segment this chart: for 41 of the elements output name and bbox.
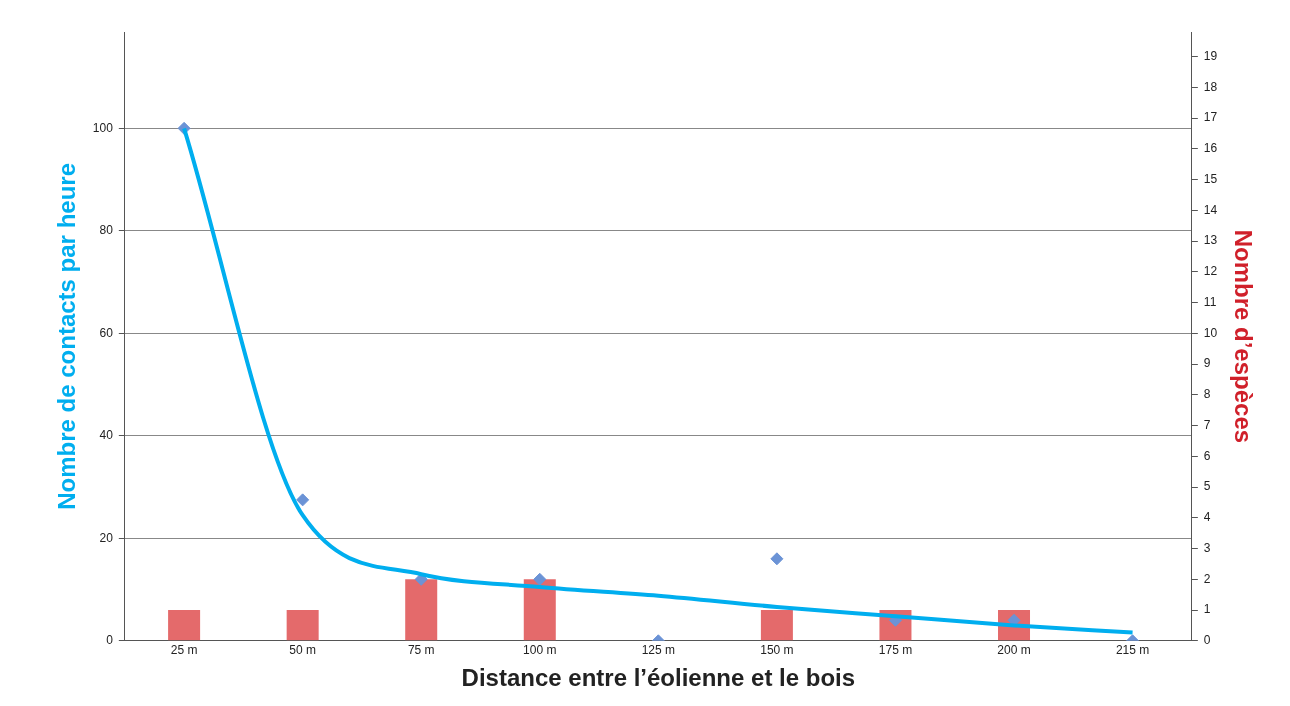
y-tick-label: 60	[99, 325, 114, 340]
y2-tick-label: 0	[1203, 633, 1211, 648]
x-tick-label: 50 m	[289, 643, 316, 658]
y2-tick-label: 17	[1203, 110, 1218, 125]
x-tick-label: 200 m	[997, 643, 1031, 658]
y2-tick-label: 7	[1203, 417, 1211, 432]
y2-tick-label: 3	[1203, 540, 1211, 555]
y2-tick-label: 14	[1203, 202, 1218, 217]
y-tick-label: 100	[92, 120, 114, 135]
x-tick-label: 150 m	[760, 643, 794, 658]
y2-axis-title: Nombre d’espèces	[1229, 229, 1257, 444]
y2-tick-label: 11	[1203, 294, 1217, 309]
y2-tick-label: 13	[1203, 233, 1218, 248]
y-tick-label: 20	[99, 530, 114, 545]
y2-tick-label: 1	[1203, 602, 1211, 617]
y-tick-label: 40	[99, 428, 114, 443]
x-tick-label: 175 m	[878, 643, 913, 658]
y-tick-label: 0	[106, 633, 114, 648]
y2-tick-label: 15	[1203, 171, 1218, 186]
y2-tick-label: 9	[1203, 356, 1211, 371]
x-tick-label: 125 m	[641, 643, 676, 658]
point	[770, 552, 784, 566]
y-axis-title: Nombre de contacts par heure	[53, 163, 81, 510]
y2-tick-label: 2	[1203, 571, 1211, 586]
x-tick-label: 100 m	[523, 643, 557, 658]
x-axis-title: Distance entre l’éolienne et le bois	[461, 664, 856, 692]
y2-tick-label: 6	[1203, 448, 1211, 463]
y2-tick-label: 18	[1203, 79, 1218, 94]
point	[533, 572, 547, 586]
y2-tick-label: 19	[1203, 48, 1218, 63]
y2-tick-label: 10	[1203, 325, 1218, 340]
y2-tick-label: 5	[1203, 479, 1211, 494]
x-tick-label: 25 m	[170, 643, 198, 658]
point	[296, 493, 310, 507]
x-tick-label: 215 m	[1115, 643, 1150, 658]
x-tick-label: 75 m	[407, 643, 435, 658]
y2-tick-label: 4	[1203, 510, 1211, 525]
y2-tick-label: 12	[1203, 264, 1218, 279]
y-tick-label: 80	[99, 223, 114, 238]
y2-tick-label: 16	[1203, 141, 1218, 156]
y2-tick-label: 8	[1203, 387, 1211, 402]
